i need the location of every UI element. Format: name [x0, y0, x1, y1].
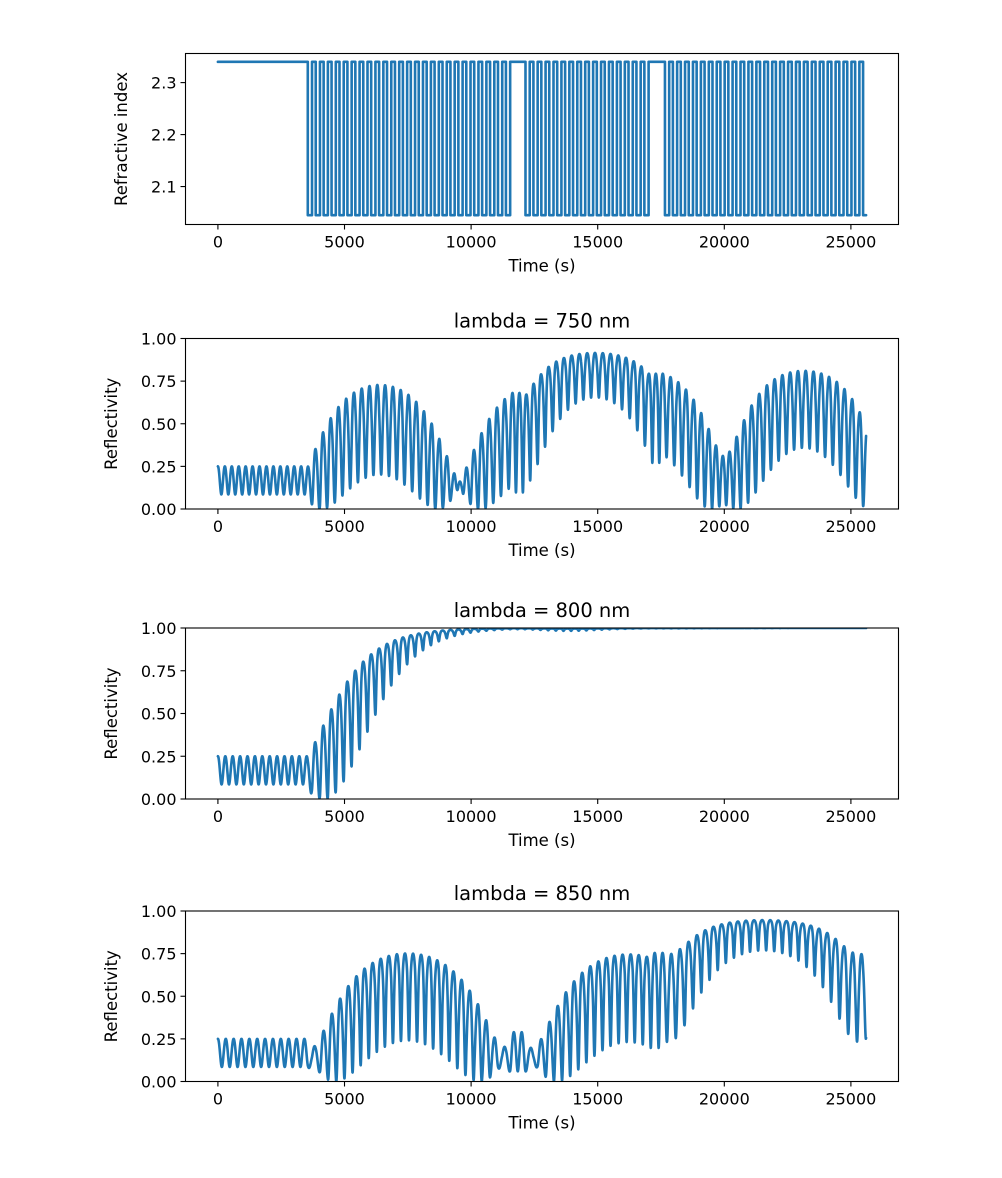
subplot-title: lambda = 800 nm [454, 599, 631, 622]
x-axis-label: Time (s) [507, 257, 575, 276]
x-tick-label: 20000 [699, 807, 750, 826]
x-tick-label: 0 [213, 517, 223, 536]
x-tick-label: 20000 [699, 1090, 750, 1109]
y-tick-label: 0.25 [141, 457, 177, 476]
x-tick-label: 5000 [324, 233, 365, 252]
reflectivity-line [216, 351, 868, 509]
subplot-3: 0 5000 10000 15000 20000 25000 0.00 0.25 0.50 0.7… [102, 599, 900, 850]
x-tick-label: 25000 [825, 807, 876, 826]
x-tick-label: 10000 [446, 1090, 497, 1109]
y-axis-label: Reflectivity [102, 377, 121, 469]
reflectivity-line [216, 628, 868, 799]
x-tick-label: 5000 [324, 1090, 365, 1109]
y-tick-label: 2.2 [151, 126, 176, 145]
x-axis-label: Time (s) [507, 831, 575, 850]
y-tick-label: 0.50 [141, 415, 177, 434]
x-tick-label: 20000 [699, 517, 750, 536]
y-tick-label: 0.25 [141, 747, 177, 766]
subplot-4: 0 5000 10000 15000 20000 25000 0.00 0.25 0.50 0.7… [102, 882, 900, 1133]
x-tick-label: 15000 [572, 517, 623, 536]
x-tick-label: 15000 [572, 807, 623, 826]
x-axis-label: Time (s) [507, 541, 575, 560]
y-axis-label: Refractive index [112, 72, 131, 206]
y-tick-label: 1.00 [141, 619, 177, 638]
subplot-title: lambda = 850 nm [454, 882, 631, 905]
y-tick-label: 2.3 [151, 74, 176, 93]
y-tick-label: 0.00 [141, 790, 177, 809]
x-tick-label: 15000 [572, 233, 623, 252]
x-tick-label: 0 [213, 1090, 223, 1109]
refractive-index-line [216, 60, 868, 217]
y-tick-label: 0.50 [141, 705, 177, 724]
subplot-title: lambda = 750 nm [454, 310, 631, 333]
subplot-1: 0 5000 10000 15000 20000 25000 2.1 2.2 2.3 Time (… [112, 52, 900, 276]
y-tick-label: 0.50 [141, 987, 177, 1006]
reflectivity-line [216, 918, 868, 1082]
y-tick-label: 1.00 [141, 330, 177, 349]
axes-frame [184, 627, 900, 800]
y-axis-label: Reflectivity [102, 667, 121, 759]
x-tick-label: 10000 [446, 807, 497, 826]
y-tick-label: 1.00 [141, 902, 177, 921]
x-axis-label: Time (s) [507, 1114, 575, 1133]
x-tick-label: 25000 [825, 233, 876, 252]
x-tick-label: 15000 [572, 1090, 623, 1109]
y-axis-label: Reflectivity [102, 950, 121, 1042]
x-tick-label: 0 [213, 807, 223, 826]
y-tick-label: 0.75 [141, 662, 177, 681]
x-tick-label: 5000 [324, 517, 365, 536]
y-tick-label: 2.1 [151, 178, 176, 197]
x-tick-label: 10000 [446, 517, 497, 536]
x-tick-label: 20000 [699, 233, 750, 252]
y-tick-label: 0.25 [141, 1030, 177, 1049]
y-tick-label: 0.00 [141, 500, 177, 519]
x-tick-label: 0 [213, 233, 223, 252]
y-tick-label: 0.75 [141, 945, 177, 964]
x-tick-label: 10000 [446, 233, 497, 252]
axes-frame [184, 52, 900, 226]
subplot-2: 0 5000 10000 15000 20000 25000 0.00 0.25 0.50 0.7… [102, 310, 900, 560]
x-tick-label: 5000 [324, 807, 365, 826]
x-tick-label: 25000 [825, 1090, 876, 1109]
y-tick-label: 0.00 [141, 1073, 177, 1092]
y-tick-label: 0.75 [141, 372, 177, 391]
x-tick-label: 25000 [825, 517, 876, 536]
